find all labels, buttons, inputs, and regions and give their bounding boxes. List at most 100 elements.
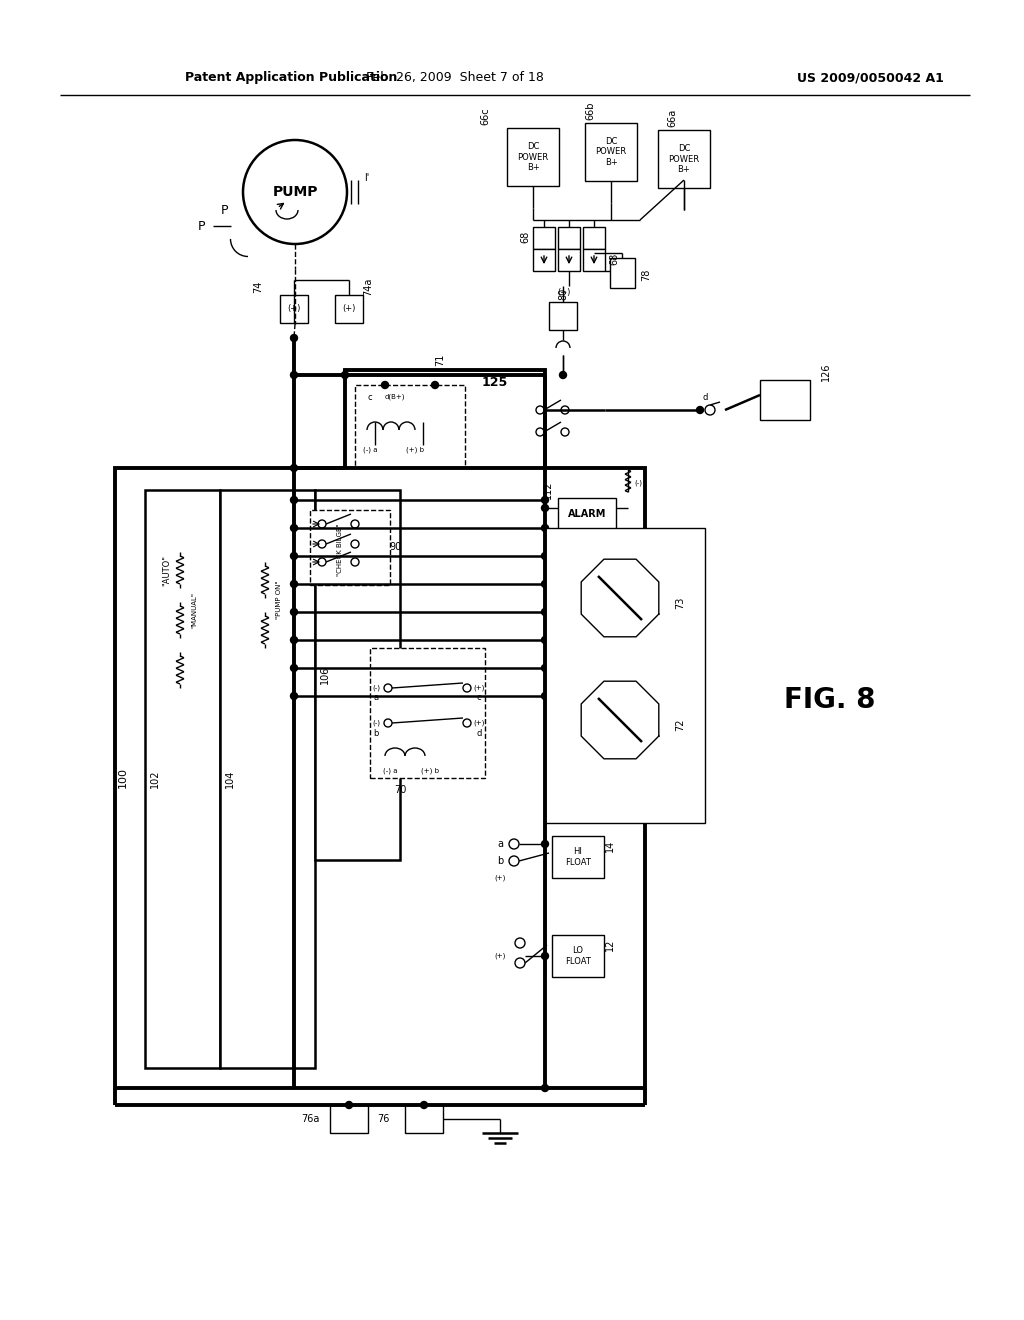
Text: (+) b: (+) b: [421, 768, 439, 775]
Text: 100: 100: [118, 767, 128, 788]
Bar: [545, 528, 705, 822]
Bar: [583, 249, 605, 271]
Circle shape: [542, 524, 549, 532]
Text: P: P: [221, 203, 228, 216]
Text: LO
FLOAT: LO FLOAT: [565, 946, 591, 966]
Bar: [145, 490, 220, 1068]
Text: 74: 74: [253, 281, 263, 293]
Text: 112: 112: [543, 480, 553, 499]
Text: (-): (-): [372, 719, 380, 726]
Circle shape: [291, 334, 298, 342]
Bar: [280, 294, 308, 323]
Text: "AUTO": "AUTO": [163, 554, 171, 586]
Text: 70: 70: [394, 785, 407, 795]
Text: 76: 76: [378, 1114, 390, 1125]
Text: 106: 106: [319, 665, 330, 684]
Text: 80: 80: [558, 288, 568, 300]
Text: d: d: [702, 393, 708, 403]
Circle shape: [542, 504, 549, 511]
Text: b: b: [374, 729, 379, 738]
Circle shape: [542, 664, 549, 672]
Text: (+): (+): [342, 305, 355, 314]
Text: 74a: 74a: [362, 277, 373, 296]
Text: 71: 71: [435, 354, 445, 366]
Circle shape: [542, 953, 549, 960]
Text: Patent Application Publication: Patent Application Publication: [185, 71, 397, 84]
Bar: [315, 490, 400, 861]
Bar: [406, 1105, 443, 1133]
Text: 68: 68: [520, 231, 530, 243]
Bar: [507, 128, 559, 186]
Text: 104: 104: [225, 770, 234, 788]
Bar: [549, 302, 577, 330]
Text: 68: 68: [609, 253, 618, 265]
Circle shape: [345, 1101, 352, 1109]
Text: 90: 90: [389, 543, 401, 553]
Bar: [345, 370, 545, 500]
Text: c: c: [368, 392, 373, 401]
Text: d: d: [476, 729, 481, 738]
Bar: [552, 935, 604, 977]
Text: P: P: [198, 219, 205, 232]
Bar: [115, 469, 645, 1088]
Bar: [355, 385, 465, 480]
Circle shape: [382, 381, 388, 388]
Circle shape: [291, 524, 298, 532]
Bar: [330, 1105, 368, 1133]
Circle shape: [542, 553, 549, 560]
Text: b: b: [497, 855, 503, 866]
Circle shape: [291, 664, 298, 672]
Circle shape: [542, 693, 549, 700]
Text: (+): (+): [473, 719, 484, 726]
Text: ALARM: ALARM: [568, 510, 606, 519]
Text: 66b: 66b: [585, 102, 595, 120]
Text: 102: 102: [150, 770, 160, 788]
Text: (+): (+): [473, 685, 484, 692]
Bar: [585, 123, 637, 181]
Text: 126: 126: [821, 363, 831, 381]
Text: 125: 125: [482, 375, 508, 388]
Bar: [534, 249, 555, 271]
Text: c: c: [477, 693, 481, 702]
Text: 12: 12: [605, 939, 615, 952]
Text: 14: 14: [605, 840, 615, 853]
Text: FIG. 8: FIG. 8: [784, 686, 876, 714]
Text: Feb. 26, 2009  Sheet 7 of 18: Feb. 26, 2009 Sheet 7 of 18: [366, 71, 544, 84]
Text: 76a: 76a: [301, 1114, 319, 1125]
Text: "MANUAL": "MANUAL": [191, 591, 197, 628]
Text: 72: 72: [675, 719, 685, 731]
Bar: [552, 836, 604, 878]
Circle shape: [542, 581, 549, 587]
Text: US 2009/0050042 A1: US 2009/0050042 A1: [797, 71, 943, 84]
Text: (+) b: (+) b: [406, 446, 424, 453]
Circle shape: [542, 609, 549, 615]
Circle shape: [291, 693, 298, 700]
Circle shape: [542, 841, 549, 847]
Text: (+): (+): [495, 875, 506, 882]
Text: 66a: 66a: [667, 108, 677, 127]
Text: (-) a: (-) a: [362, 446, 377, 453]
Text: DC
POWER
B+: DC POWER B+: [669, 144, 699, 174]
Circle shape: [542, 496, 549, 503]
Circle shape: [341, 371, 348, 379]
Text: (-) a: (-) a: [383, 768, 397, 775]
Circle shape: [542, 636, 549, 644]
Text: DC
POWER
B+: DC POWER B+: [517, 143, 549, 172]
Text: d(B+): d(B+): [385, 393, 406, 400]
Bar: [335, 294, 362, 323]
Circle shape: [559, 371, 566, 379]
Text: l': l': [365, 173, 370, 183]
Circle shape: [291, 465, 298, 471]
Circle shape: [291, 609, 298, 615]
Circle shape: [696, 407, 703, 413]
Text: (+): (+): [557, 288, 570, 297]
Text: "CHECK BILGE": "CHECK BILGE": [337, 524, 343, 577]
Bar: [760, 380, 810, 420]
Bar: [220, 490, 315, 1068]
Circle shape: [421, 1101, 427, 1109]
Text: 66c: 66c: [480, 107, 490, 125]
Bar: [534, 227, 555, 249]
Text: 78: 78: [641, 269, 651, 281]
Text: a: a: [374, 693, 379, 702]
Text: (-): (-): [634, 479, 642, 486]
